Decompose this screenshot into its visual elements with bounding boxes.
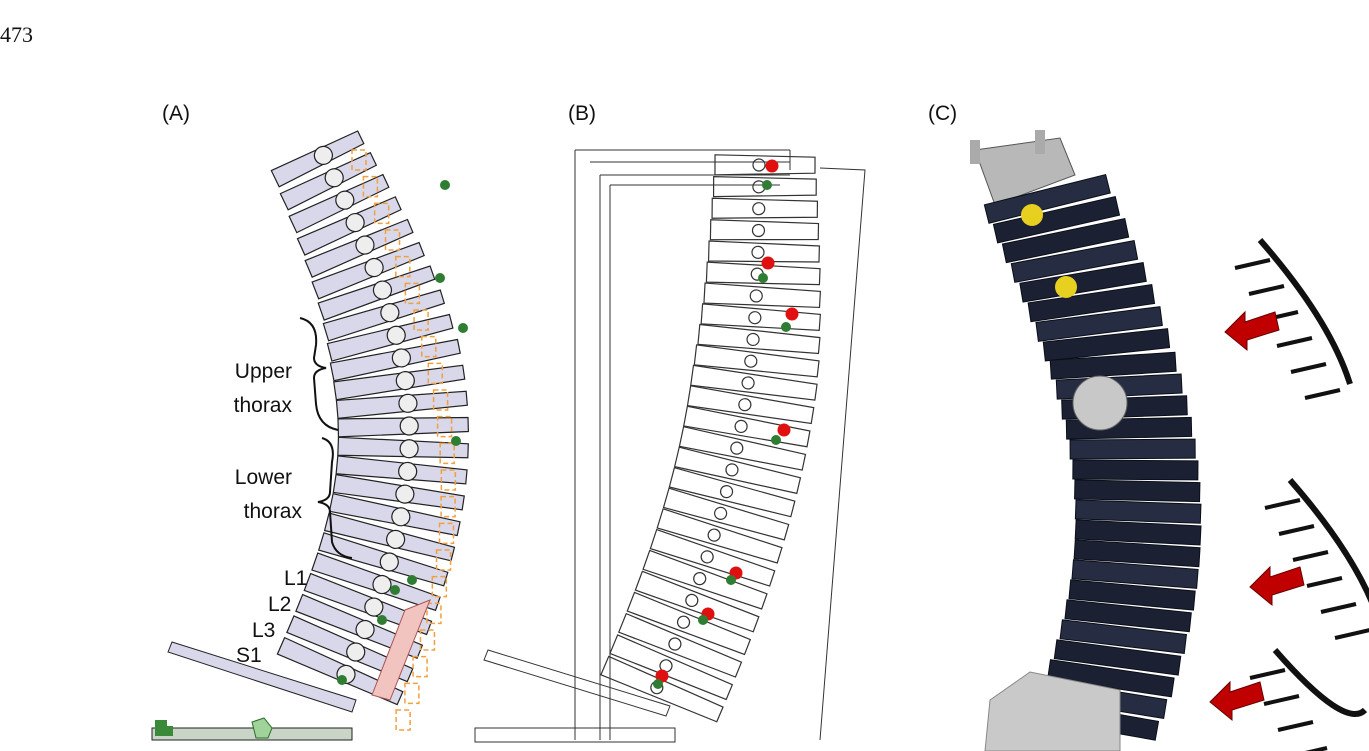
joint (400, 439, 419, 458)
base-fixture (252, 718, 272, 738)
base-plate (152, 728, 352, 740)
marker-dot (435, 273, 445, 283)
joint (750, 290, 763, 303)
overlay-outline (413, 657, 427, 677)
segment (1075, 480, 1200, 502)
page-number: 473 (0, 22, 33, 47)
tilted-plate (168, 642, 356, 712)
joint (752, 224, 764, 236)
joint (400, 417, 418, 435)
annotation: L2 (268, 593, 291, 616)
panel-label: (B) (568, 102, 596, 125)
arrow (1225, 312, 1279, 350)
vertebra (710, 220, 818, 242)
arrow (1250, 567, 1304, 605)
comb-tooth (1277, 338, 1312, 346)
marker-dot (337, 675, 347, 685)
comb-tooth (1335, 630, 1369, 638)
figure: 473 (A) (B) (C) Upper thorax Lower thora… (0, 0, 1369, 751)
joint (753, 159, 765, 171)
marker-dot (698, 615, 708, 625)
overlay-outline (405, 683, 419, 703)
panel-b-drawing (475, 150, 865, 742)
marker-dot (653, 679, 663, 689)
marker-dot (786, 308, 799, 321)
comb-spine (1275, 650, 1365, 714)
vertebra (338, 437, 469, 459)
annotation: thorax (234, 394, 293, 417)
joint (752, 246, 764, 258)
marker-dot (778, 424, 791, 437)
marker-dot (407, 575, 417, 585)
segment (1070, 439, 1195, 459)
marker-dot (440, 180, 450, 190)
marker-dot (781, 322, 791, 332)
comb-tooth (1307, 578, 1342, 586)
comb-tooth (1249, 286, 1284, 294)
comb-tooth (1279, 526, 1314, 534)
comb-tooth (1250, 670, 1285, 678)
marker-dot (758, 273, 768, 283)
segment (1073, 460, 1198, 480)
marker-dot (451, 436, 461, 446)
vertebra (712, 198, 817, 219)
connector (970, 140, 980, 164)
comb-tooth (1293, 552, 1328, 560)
overlay-outline (396, 710, 410, 730)
annotation: L3 (252, 619, 275, 642)
marker-dot (390, 585, 400, 595)
vertebra (715, 155, 815, 175)
panel-label: (A) (162, 102, 190, 125)
comb-tooth (1264, 696, 1299, 704)
comb-spine (1290, 480, 1369, 624)
joint (753, 203, 765, 215)
comb-tooth (1321, 604, 1356, 612)
vertebra (338, 416, 468, 437)
target (1021, 204, 1043, 226)
comb-tooth (1291, 364, 1326, 372)
joint (748, 311, 761, 324)
comb-tooth (1235, 260, 1270, 268)
joint (744, 355, 757, 368)
annotation: L1 (284, 567, 307, 590)
annotation: thorax (244, 500, 303, 523)
marker-dot (766, 160, 779, 173)
annotation: Lower (235, 466, 292, 489)
annotation: Upper (235, 360, 292, 383)
marker-dot (726, 575, 736, 585)
panel-a-drawing (152, 129, 468, 740)
marker-dot (771, 435, 781, 445)
marker-dot (377, 615, 387, 625)
base-fixture (155, 720, 173, 736)
comb-tooth (1305, 390, 1340, 398)
dial (1073, 376, 1127, 430)
arrow (1210, 682, 1264, 720)
marker-dot (762, 257, 775, 270)
segment (1075, 500, 1201, 523)
marker-dot (762, 180, 772, 190)
panel-label: (C) (928, 102, 957, 125)
comb-tooth (1278, 722, 1313, 730)
marker-dot (458, 323, 468, 333)
connector (1035, 130, 1045, 154)
dimension-line (820, 168, 865, 740)
comb-tooth (1265, 500, 1300, 508)
joint (747, 333, 760, 346)
annotation: S1 (236, 644, 262, 667)
panel-c-photo (970, 130, 1369, 751)
target (1055, 276, 1077, 298)
